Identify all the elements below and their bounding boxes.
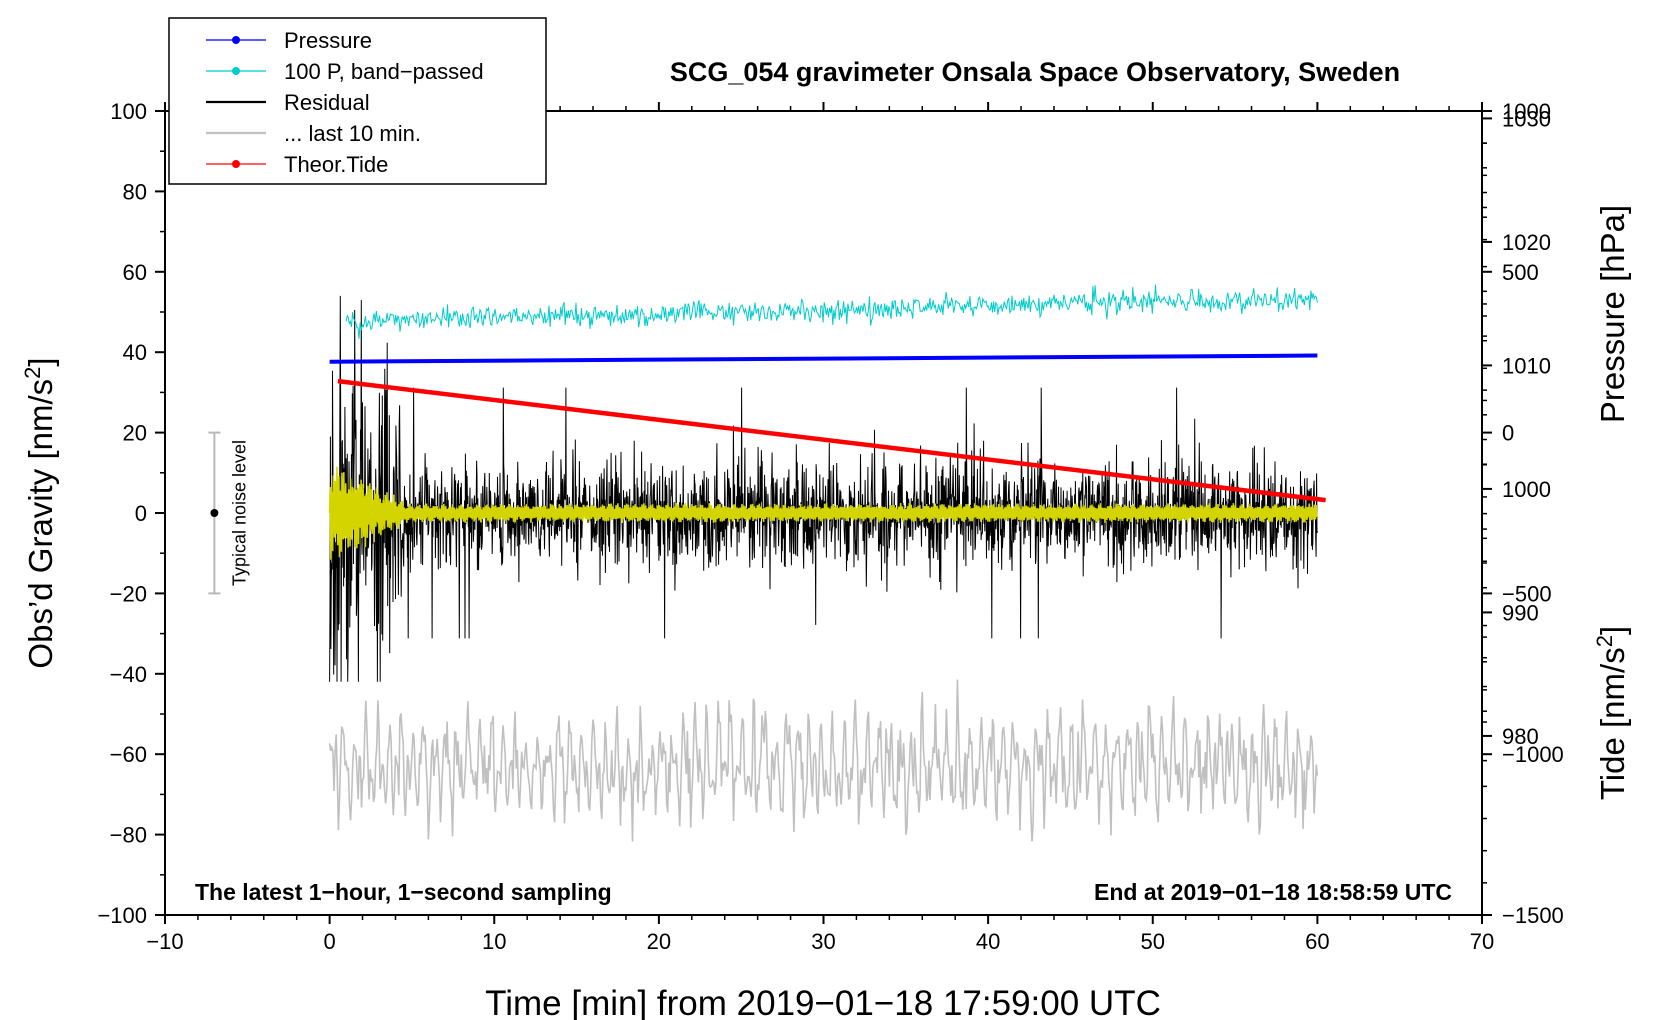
axis-ticks: −10 0 10 20 30 40 50 60 70100806040200−20−40−60−… xyxy=(97,99,1563,954)
series-pressure xyxy=(329,353,1318,364)
pressure-tick-label: 1020 xyxy=(1502,230,1551,255)
series-pressure-band-passed xyxy=(345,284,1318,339)
legend-label: Theor.Tide xyxy=(284,152,388,177)
pressure-tick-label: 1010 xyxy=(1502,353,1551,378)
pressure-tick-label: 990 xyxy=(1502,600,1539,625)
y-tick-label: 80 xyxy=(123,179,147,204)
y-tick-label: −40 xyxy=(110,662,147,687)
y-tick-label: 100 xyxy=(110,99,147,124)
chart-title: SCG_054 gravimeter Onsala Space Observat… xyxy=(670,57,1400,87)
x-axis-label: Time [min] from 2019−01−18 17:59:00 UTC xyxy=(485,984,1161,1020)
legend-label: Residual xyxy=(284,90,370,115)
legend: Pressure 100 P, band−passed Residual ... la… xyxy=(168,17,547,185)
y-label-left-main: Obs’d Gravity [nm/s xyxy=(22,379,59,669)
series-layer xyxy=(328,284,1326,842)
y-label-left-close: ] xyxy=(22,357,59,366)
y-tick-label: 60 xyxy=(123,260,147,285)
y-tick-label: −80 xyxy=(110,823,147,848)
tide-tick-label: 500 xyxy=(1502,260,1539,285)
pressure-tick-label: 1030 xyxy=(1502,106,1551,131)
pressure-tick-label: 1000 xyxy=(1502,477,1551,502)
legend-label: ... last 10 min. xyxy=(284,121,421,146)
noise-level-label: Typical noise level xyxy=(229,440,249,586)
x-tick-label: 50 xyxy=(1141,929,1165,954)
y-tick-label: 20 xyxy=(123,421,147,446)
tide-tick-label: 0 xyxy=(1502,421,1514,446)
y-label-tide-main: Tide [nm/s xyxy=(1594,647,1631,800)
x-tick-label: 60 xyxy=(1305,929,1329,954)
series-residual-smoothed xyxy=(328,466,1319,560)
series-theoretical-tide xyxy=(337,378,1326,503)
y-tick-label: −60 xyxy=(110,742,147,767)
pressure-tick-label: 980 xyxy=(1502,724,1539,749)
tide-tick-label: −1000 xyxy=(1502,742,1564,767)
x-tick-label: 0 xyxy=(324,929,336,954)
y-label-tide-sup: 2 xyxy=(1592,635,1617,647)
noise-bar-center-dot xyxy=(210,509,219,517)
legend-marker xyxy=(232,160,240,168)
x-tick-label: 20 xyxy=(647,929,671,954)
tide-tick-label: −1500 xyxy=(1502,903,1564,928)
y-label-left-sup: 2 xyxy=(20,367,45,379)
series-residual xyxy=(329,295,1318,682)
x-tick-label: 40 xyxy=(976,929,1000,954)
legend-label: Pressure xyxy=(284,28,372,53)
legend-marker xyxy=(232,67,240,75)
y-axis-label-left: Obs’d Gravity [nm/s2] xyxy=(20,357,59,668)
y-tick-label: 40 xyxy=(123,340,147,365)
annotation-left: The latest 1−hour, 1−second sampling xyxy=(195,879,612,905)
y-tick-label: −20 xyxy=(110,581,147,606)
x-tick-label: 10 xyxy=(482,929,506,954)
series-last-10-min xyxy=(328,679,1319,842)
x-tick-label: −10 xyxy=(146,929,183,954)
tide-tick-label: 1000 xyxy=(1502,99,1551,124)
y-label-tide-close: ] xyxy=(1594,626,1631,635)
noise-level-indicator: Typical noise level xyxy=(208,431,249,595)
y-axis-label-tide: Tide [nm/s2] xyxy=(1592,626,1631,800)
y-tick-label: −100 xyxy=(97,903,147,928)
y-tick-label: 0 xyxy=(135,501,147,526)
x-tick-label: 70 xyxy=(1470,929,1494,954)
x-tick-label: 30 xyxy=(811,929,835,954)
y-axis-label-pressure: Pressure [hPa] xyxy=(1594,205,1631,423)
legend-marker xyxy=(232,36,240,44)
legend-label: 100 P, band−passed xyxy=(284,59,484,84)
legend-items: Pressure 100 P, band−passed Residual ... la… xyxy=(206,28,484,177)
annotation-right: End at 2019−01−18 18:58:59 UTC xyxy=(1094,879,1452,905)
tide-tick-label: −500 xyxy=(1502,581,1552,606)
